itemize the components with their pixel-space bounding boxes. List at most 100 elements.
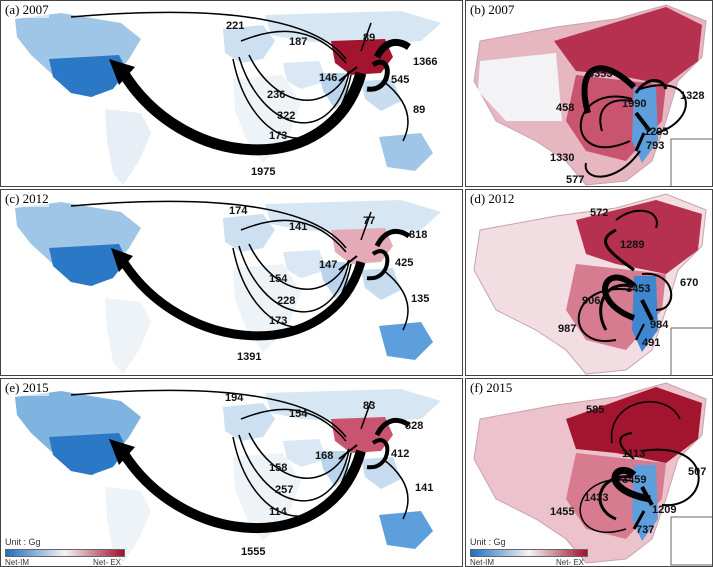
label-russia: 89 — [363, 32, 375, 44]
europe — [223, 403, 275, 441]
china-label-5: 3453 — [626, 283, 650, 295]
australia — [379, 511, 433, 549]
china-flow-6 — [634, 111, 652, 133]
panel-c-world-2012: 174 141 77 818 147 425 154 228 173 135 1… — [0, 189, 463, 376]
label-russia: 77 — [363, 215, 375, 227]
legend-unit-left: Unit : Gg — [5, 537, 41, 547]
china-label-2: 1990 — [622, 98, 646, 110]
legend-netex-left: Net- EX — [93, 558, 122, 567]
flow-usa-main — [116, 446, 366, 533]
label-middle-east: 154 — [269, 273, 288, 285]
china-flow-arrows — [579, 65, 687, 178]
middle-east — [283, 61, 327, 89]
china-flow-3 — [639, 84, 687, 134]
flow-australia — [382, 458, 409, 520]
label-usa-main: 1555 — [241, 546, 265, 558]
south-america — [105, 487, 151, 563]
label-japan-korea: 1366 — [413, 56, 437, 68]
flow-europe — [240, 30, 347, 64]
label-india: 146 — [319, 72, 337, 84]
china-flow-3 — [641, 448, 700, 507]
flow-africa — [238, 245, 350, 313]
arrowhead-usa — [109, 59, 135, 85]
china-label-8: 737 — [636, 524, 654, 536]
usa — [49, 433, 127, 475]
china-flow-arrows — [579, 401, 700, 533]
australia — [379, 133, 433, 171]
usa — [49, 244, 127, 286]
china-label-3: 507 — [688, 466, 706, 478]
panel-e-world-2015: 194 154 83 828 168 412 158 257 114 141 1… — [0, 378, 463, 567]
china — [331, 39, 393, 75]
flow-japan-korea — [374, 417, 411, 437]
usa — [49, 55, 127, 97]
africa — [233, 453, 301, 541]
china-flow-2 — [604, 228, 635, 272]
china-flow-1 — [615, 209, 658, 229]
flow-south-america — [232, 58, 352, 139]
flow-labels: 221 187 89 1366 146 545 236 322 173 89 1… — [226, 20, 437, 178]
flow-labels: 194 154 83 828 168 412 158 257 114 141 1… — [225, 392, 433, 558]
flow-south-america — [232, 436, 352, 517]
north-china-region — [576, 200, 702, 274]
label-north-america: 221 — [226, 20, 244, 32]
north-china-region — [554, 7, 702, 85]
flow-australia — [382, 80, 409, 142]
arrowhead-usa — [109, 439, 135, 465]
label-europe: 141 — [289, 221, 307, 233]
world-map-a: 221 187 89 1366 146 545 236 322 173 89 1… — [15, 11, 441, 185]
australia — [379, 322, 433, 360]
inset-box — [670, 138, 712, 186]
china-flow-1 — [611, 401, 681, 444]
china-flow-4 — [599, 283, 633, 331]
label-middle-east: 158 — [269, 462, 287, 474]
panel-f-china-2015: 585 1113 507 3459 1433 1455 1209 737 (f)… — [465, 378, 713, 567]
china-label-1: 572 — [590, 207, 608, 219]
china-label-6: 987 — [558, 323, 576, 335]
label-australia: 89 — [413, 104, 425, 116]
flow-se-asia — [366, 59, 390, 92]
flow-arrows — [70, 11, 411, 156]
label-japan-korea: 828 — [405, 420, 423, 432]
label-middle-east: 236 — [267, 89, 285, 101]
china-flow-5 — [602, 274, 637, 321]
china-flow-6 — [579, 479, 633, 533]
flow-russia — [360, 211, 372, 241]
china-flow-4 — [599, 99, 633, 132]
panel-d-china-2012: 572 1289 670 906 3453 987 984 491 (d) 20… — [465, 189, 713, 376]
legend-unit-right: Unit : Gg — [470, 537, 506, 547]
china-label-4: 458 — [556, 102, 574, 114]
label-europe: 187 — [289, 36, 307, 48]
china-flow-5 — [598, 475, 633, 521]
label-south-america: 173 — [269, 130, 287, 142]
legend-colorbar-left — [5, 549, 125, 557]
inset-box — [670, 327, 712, 375]
middle-east — [283, 439, 327, 467]
label-australia: 141 — [415, 482, 433, 494]
west-region — [478, 53, 562, 121]
china — [331, 228, 393, 264]
label-europe: 154 — [289, 408, 308, 420]
arrowhead-usa — [111, 248, 133, 272]
south-america — [105, 109, 151, 185]
flow-japan-korea — [373, 38, 411, 59]
label-north-america: 174 — [229, 205, 248, 217]
china-map-b: 3353 1990 1328 458 1330 1205 793 577 — [473, 4, 712, 186]
panel-title-d: (d) 2012 — [470, 191, 515, 207]
label-india: 147 — [319, 259, 337, 271]
flow-australia — [382, 269, 409, 331]
world-map-e: 194 154 83 828 168 412 158 257 114 141 1… — [15, 389, 441, 563]
flow-north-america — [70, 389, 347, 438]
china-label-5: 1330 — [550, 152, 574, 164]
china-label-4: 3459 — [622, 474, 646, 486]
china-label-4: 906 — [582, 295, 600, 307]
europe — [223, 214, 275, 252]
continents — [15, 389, 441, 563]
flow-india — [338, 66, 358, 82]
flow-arrows — [70, 389, 411, 533]
label-south-america: 114 — [269, 506, 288, 518]
russia — [265, 11, 441, 45]
china-flow-7 — [640, 486, 654, 506]
china-label-7: 793 — [646, 140, 664, 152]
china-flow-7 — [634, 132, 646, 152]
